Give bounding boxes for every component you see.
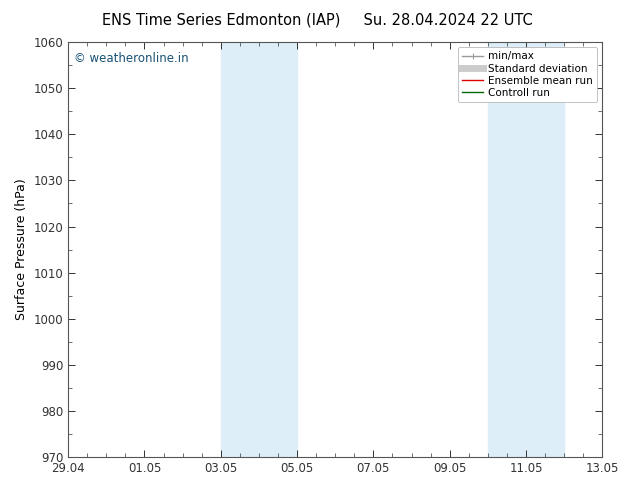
Bar — [488, 42, 526, 457]
Bar — [526, 42, 564, 457]
Y-axis label: Surface Pressure (hPa): Surface Pressure (hPa) — [15, 179, 28, 320]
Text: © weatheronline.in: © weatheronline.in — [74, 52, 188, 66]
Text: ENS Time Series Edmonton (IAP)     Su. 28.04.2024 22 UTC: ENS Time Series Edmonton (IAP) Su. 28.04… — [101, 12, 533, 27]
Legend: min/max, Standard deviation, Ensemble mean run, Controll run: min/max, Standard deviation, Ensemble me… — [458, 47, 597, 102]
Bar — [221, 42, 259, 457]
Bar — [259, 42, 297, 457]
